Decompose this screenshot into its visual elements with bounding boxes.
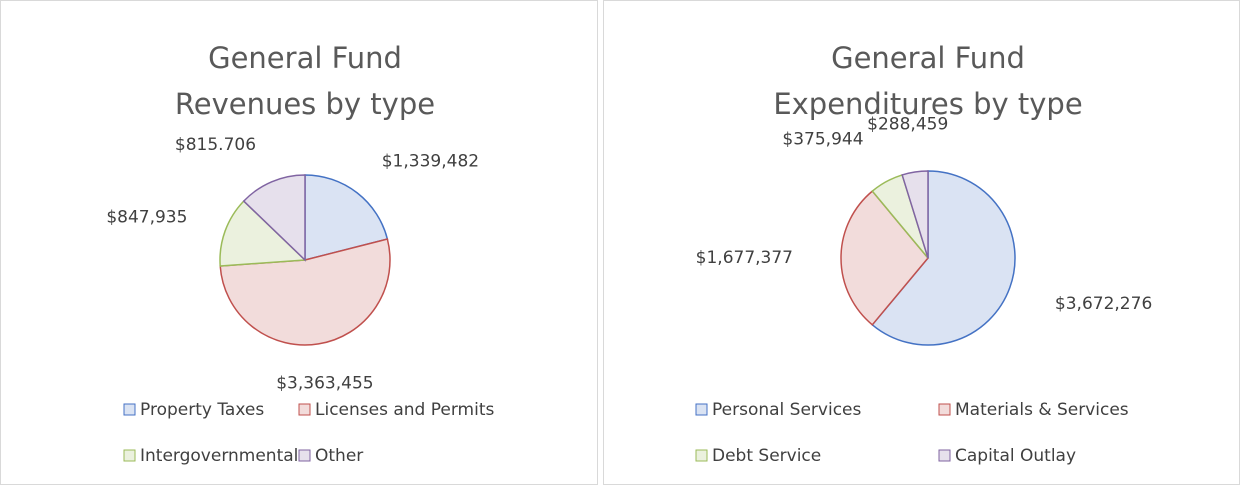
chart-title: Revenues by type [175,87,435,121]
pie-slice [901,170,929,259]
data-label: $3,363,455 [276,373,373,393]
data-label: $847,935 [106,207,187,227]
legend-swatch [695,403,708,416]
legend-label: Property Taxes [140,400,264,420]
legend-swatch [298,403,311,416]
legend-swatch [123,403,136,416]
data-label: $3,672,276 [1055,294,1152,314]
legend-label: Other [315,446,363,466]
legend-label: Debt Service [712,446,821,466]
pie-slice [219,200,307,267]
legend-label: Materials & Services [955,400,1129,420]
pie-slice [304,174,389,261]
data-label: $815.706 [175,135,256,155]
pie-slice [219,238,391,346]
legend-swatch [938,403,951,416]
data-label: $1,339,482 [382,151,479,171]
legend-label: Personal Services [712,400,861,420]
data-label: $288,459 [867,115,948,135]
chart-title: General Fund [208,41,402,75]
legend-swatch [123,449,136,462]
legend-label: Capital Outlay [955,446,1076,466]
pie-slice [840,190,929,326]
chart-title: Expenditures by type [773,87,1082,121]
legend-label: Intergovernmental [140,446,298,466]
chart-title: General Fund [831,41,1025,75]
pie-slice [871,170,1016,346]
data-label: $1,677,377 [696,248,793,268]
legend-label: Licenses and Permits [315,400,494,420]
data-label: $375,944 [782,129,863,149]
legend-swatch [298,449,311,462]
legend-swatch [938,449,951,462]
legend-swatch [695,449,708,462]
pie-slice [242,174,306,262]
